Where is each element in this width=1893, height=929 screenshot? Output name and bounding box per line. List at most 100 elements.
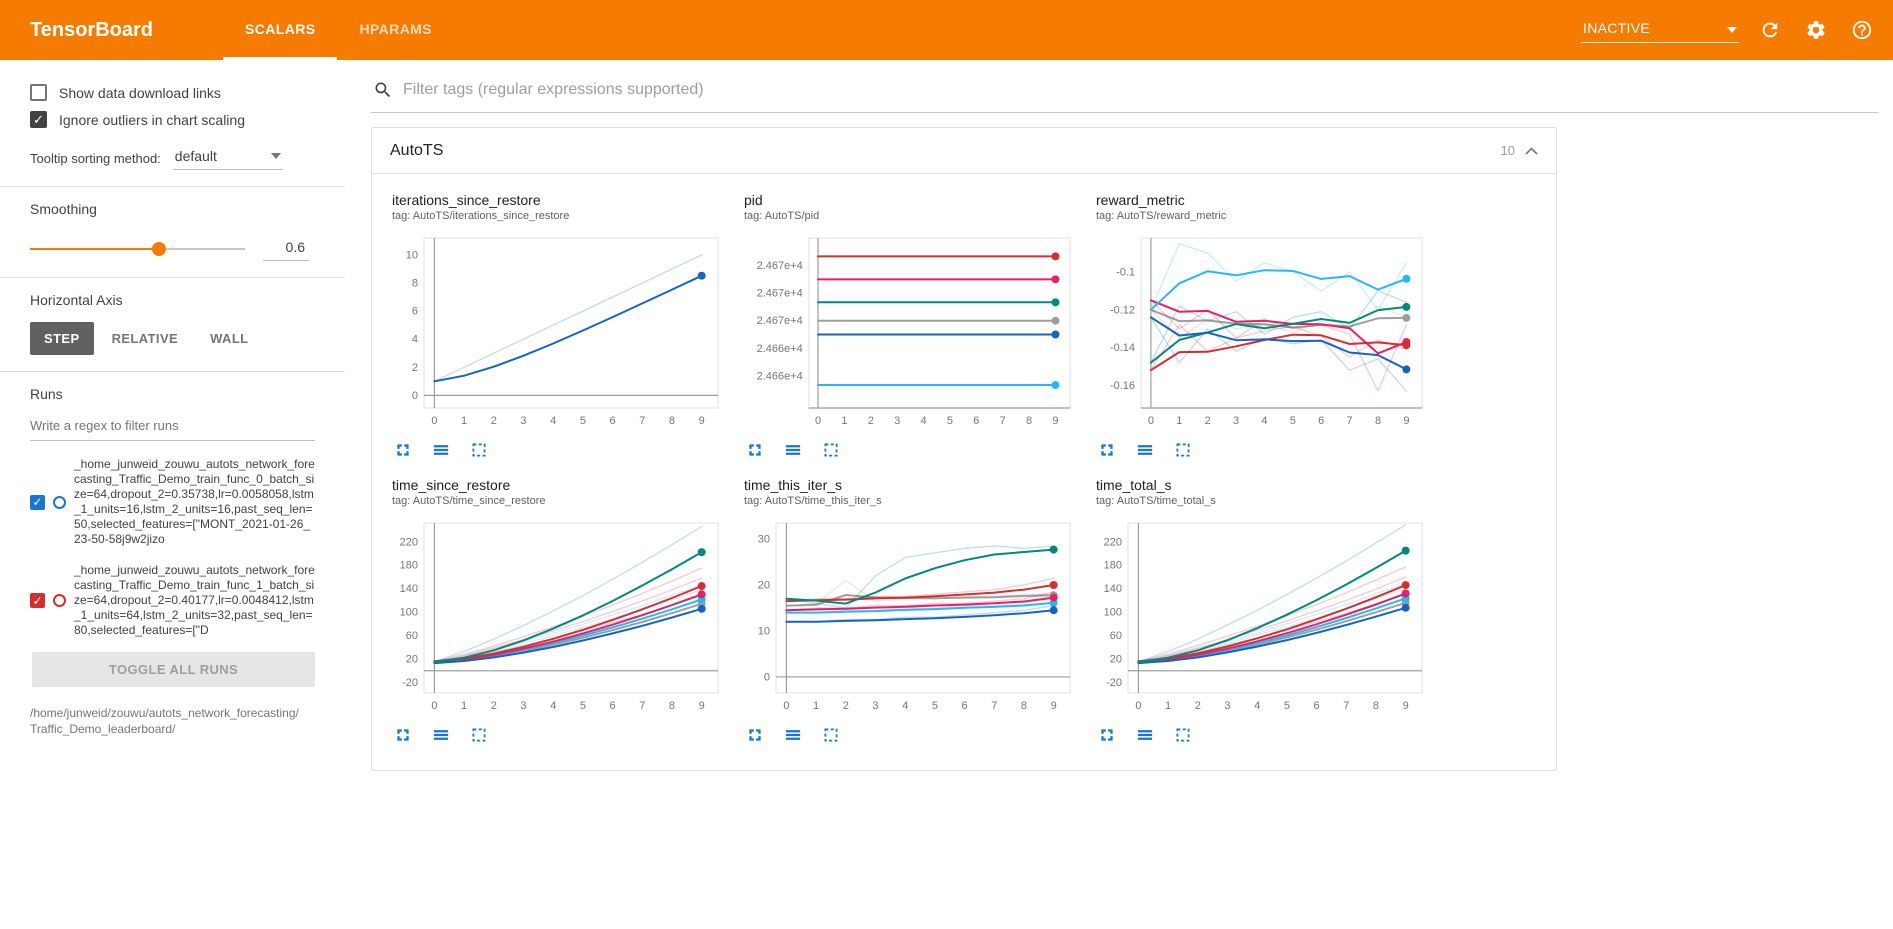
axis-relative-button[interactable]: RELATIVE [98,322,193,355]
autots-card: AutoTS 10 iterations_since_restore tag: A… [371,127,1557,771]
card-count: 10 [1500,143,1515,158]
tag-filter-input[interactable] [403,81,1877,99]
svg-text:0: 0 [1135,700,1141,712]
slider-fill [30,248,159,250]
runs-section: Runs ✓ _home_junweid_zouwu_autots_network… [0,372,345,753]
svg-text:4: 4 [921,415,927,427]
run-label: _home_junweid_zouwu_autots_network_forec… [74,563,315,637]
svg-text:0: 0 [431,415,437,427]
run-row[interactable]: ✓ _home_junweid_zouwu_autots_network_fore… [30,563,315,638]
svg-text:100: 100 [1104,607,1122,619]
fit-domain-icon[interactable] [820,724,842,746]
tab-hparams[interactable]: HPARAMS [359,20,433,37]
svg-text:9: 9 [1051,700,1057,712]
slider-knob[interactable] [152,242,166,256]
svg-text:2: 2 [843,700,849,712]
run-row[interactable]: ✓ _home_junweid_zouwu_autots_network_fore… [30,457,315,547]
chart-plot: -0.1 -0.12 -0.14 -0.16 0 1 2 3 4 5 6 7 8 9 [1110,237,1423,427]
card-header[interactable]: AutoTS 10 [372,128,1556,174]
svg-text:0: 0 [815,415,821,427]
fit-domain-icon[interactable] [820,439,842,461]
tooltip-sorting-value: default [174,148,217,164]
tooltip-sorting-label: Tooltip sorting method: [30,150,161,166]
svg-text:5: 5 [580,415,586,427]
svg-text:5: 5 [947,415,953,427]
fit-domain-icon[interactable] [1172,439,1194,461]
expand-icon[interactable] [744,439,766,461]
svg-text:4: 4 [902,700,908,712]
status-dropdown[interactable]: INACTIVE [1581,17,1739,43]
fit-domain-icon[interactable] [468,439,490,461]
tooltip-sorting-dropdown[interactable]: default [172,146,283,170]
svg-text:9: 9 [1052,415,1058,427]
checkbox[interactable] [30,84,47,101]
run-checkbox[interactable]: ✓ [30,593,45,608]
runs-list-icon[interactable] [430,724,452,746]
svg-text:30: 30 [758,534,770,546]
expand-icon[interactable] [392,724,414,746]
collapse-chevron-icon[interactable] [1525,146,1538,155]
toggle-all-runs-button[interactable]: TOGGLE ALL RUNS [32,652,315,687]
chevron-down-icon [1727,20,1737,36]
runs-label: Runs [30,386,63,402]
chart-plot: -20 20 60 100 140 180 220 0 1 2 3 4 5 6 7 8 9 [1104,522,1423,712]
header-actions: INACTIVE [1581,0,1877,60]
svg-text:6: 6 [1314,700,1320,712]
svg-text:8: 8 [669,415,675,427]
svg-text:0: 0 [764,671,770,683]
fit-domain-icon[interactable] [468,724,490,746]
setting-checkbox-row[interactable]: Show data download links [30,84,315,101]
svg-text:1: 1 [461,700,467,712]
svg-text:1: 1 [813,700,819,712]
runs-list-icon[interactable] [1134,724,1156,746]
svg-text:9: 9 [1403,700,1409,712]
run-radio[interactable] [53,495,66,509]
settings-button[interactable] [1801,15,1831,45]
runs-list-icon[interactable] [782,724,804,746]
runs-list-icon[interactable] [1134,439,1156,461]
checkbox[interactable]: ✓ [30,111,47,128]
svg-text:2: 2 [1205,415,1211,427]
svg-text:7: 7 [639,415,645,427]
runs-filter-input[interactable] [30,412,315,441]
axis-wall-button[interactable]: WALL [196,322,262,355]
sidebar: Show data download links ✓ Ignore outliers… [0,60,345,929]
svg-text:7: 7 [991,700,997,712]
svg-text:8: 8 [1373,700,1379,712]
setting-checkbox-row[interactable]: ✓ Ignore outliers in chart scaling [30,111,315,128]
chart-actions [744,439,1080,461]
svg-text:20: 20 [1110,654,1122,666]
svg-text:60: 60 [406,630,418,642]
gear-icon [1807,21,1825,39]
tab-scalars[interactable]: SCALARS [222,0,338,60]
refresh-button[interactable] [1755,15,1785,45]
smoothing-slider[interactable] [30,241,245,257]
svg-text:-20: -20 [1106,677,1122,689]
svg-text:1: 1 [1165,700,1171,712]
svg-text:3: 3 [872,700,878,712]
fit-domain-icon[interactable] [1172,724,1194,746]
svg-text:8: 8 [1026,415,1032,427]
svg-text:20: 20 [758,580,770,592]
run-radio[interactable] [53,594,66,607]
svg-text:6: 6 [1318,415,1324,427]
run-checkbox[interactable]: ✓ [30,494,45,510]
expand-icon[interactable] [1096,724,1118,746]
charts-grid: iterations_since_restore tag: AutoTS/iter… [372,174,1556,770]
expand-icon[interactable] [1096,439,1118,461]
chart-card: pid tag: AutoTS/pid 2.467e+4 2.467e+4 2.467e… [744,192,1080,461]
svg-text:7: 7 [1000,415,1006,427]
runs-list-icon[interactable] [430,439,452,461]
runs-list-icon[interactable] [782,439,804,461]
svg-text:5: 5 [1290,415,1296,427]
chart-card: iterations_since_restore tag: AutoTS/iter… [392,192,728,461]
svg-text:-0.16: -0.16 [1110,380,1135,392]
expand-icon[interactable] [392,439,414,461]
smoothing-value[interactable]: 0.6 [263,237,309,261]
help-icon [1852,20,1872,40]
help-button[interactable] [1847,15,1877,45]
svg-text:2.467e+4: 2.467e+4 [757,288,803,300]
axis-step-button[interactable]: STEP [30,322,94,355]
expand-icon[interactable] [744,724,766,746]
